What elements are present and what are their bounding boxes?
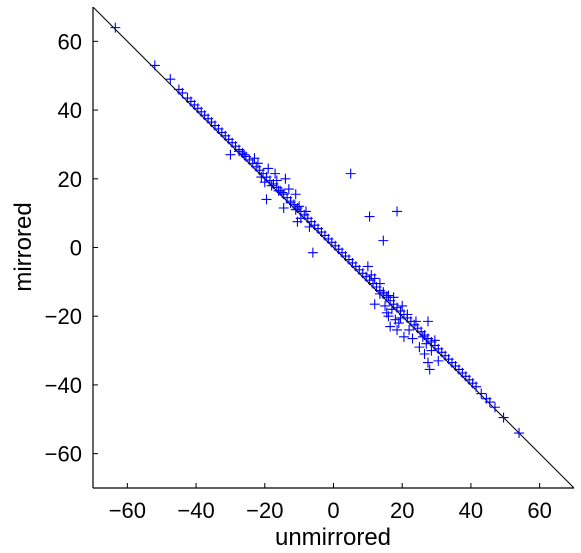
data-point (249, 153, 260, 164)
data-point (165, 74, 176, 85)
data-point (383, 290, 394, 301)
y-tick-label: −60 (45, 442, 82, 467)
x-tick-label: −60 (109, 498, 146, 523)
data-point (395, 312, 406, 323)
y-tick-label: 60 (58, 29, 82, 54)
data-point (386, 304, 397, 315)
axes (92, 7, 574, 489)
y-tick-label: 40 (58, 98, 82, 123)
y-tick-label: 0 (70, 236, 82, 261)
data-point (433, 355, 444, 366)
data-point (388, 292, 399, 303)
data-point (225, 149, 236, 160)
data-point (270, 168, 281, 179)
x-tick-label: 40 (459, 498, 483, 523)
data-point (429, 335, 440, 346)
data-point (301, 206, 312, 217)
data-point (476, 388, 487, 399)
data-point (234, 146, 245, 157)
data-point (273, 185, 284, 196)
data-point (514, 428, 525, 439)
data-point (177, 87, 188, 98)
data-point (261, 194, 272, 205)
data-point (380, 300, 391, 311)
data-point (271, 175, 282, 186)
data-point (498, 412, 509, 423)
x-tick-labels: −60 −40 −20 0 20 40 60 (109, 498, 552, 523)
data-point (419, 349, 430, 360)
data-point (397, 300, 408, 311)
reference-line (93, 7, 574, 488)
x-tick-label: 0 (327, 498, 339, 523)
data-point (280, 173, 291, 184)
data-point (278, 202, 289, 213)
data-point (292, 216, 303, 227)
data-point (110, 22, 121, 33)
data-point (471, 381, 482, 392)
data-point (385, 321, 396, 332)
y-axis-label: mirrored (10, 202, 37, 291)
y-tick-label: −20 (45, 304, 82, 329)
data-point (369, 299, 380, 310)
data-point (414, 342, 425, 353)
data-point (407, 333, 418, 344)
data-point (489, 402, 500, 413)
data-point (285, 197, 296, 208)
data-point (422, 316, 433, 327)
x-tick-label: 60 (527, 498, 551, 523)
data-point (256, 172, 267, 183)
data-point (307, 247, 318, 258)
data-point (426, 345, 437, 356)
data-point (364, 211, 375, 222)
data-point (266, 180, 277, 191)
data-point (421, 338, 432, 349)
data-point (252, 158, 263, 169)
data-point (392, 324, 403, 335)
data-point (484, 397, 495, 408)
data-point (383, 311, 394, 322)
data-point (392, 206, 403, 217)
data-point (259, 177, 270, 188)
data-point (378, 235, 389, 246)
x-tick-label: 20 (390, 498, 414, 523)
data-point (393, 318, 404, 329)
data-point (290, 204, 301, 215)
data-point (410, 316, 421, 327)
data-point (374, 288, 385, 299)
y-tick-label: 20 (58, 167, 82, 192)
data-point (398, 331, 409, 342)
y-tick-label: −40 (45, 373, 82, 398)
data-point (374, 278, 385, 289)
x-axis-label: unmirrored (275, 524, 391, 551)
data-point (283, 184, 294, 195)
data-point (417, 331, 428, 342)
data-points (110, 22, 525, 439)
data-point (402, 309, 413, 320)
data-point (404, 324, 415, 335)
data-point (304, 221, 315, 232)
data-point (362, 261, 373, 272)
x-tick-label: −40 (177, 498, 214, 523)
x-tick-label: −20 (246, 498, 283, 523)
reference-line-layer (93, 7, 574, 488)
y-tick-labels: −60 −40 −20 0 20 40 60 (45, 29, 82, 466)
data-point (239, 149, 250, 160)
data-point (369, 273, 380, 284)
data-point (149, 60, 160, 71)
data-point (263, 163, 274, 174)
data-point (424, 364, 435, 375)
data-point (345, 168, 356, 179)
data-point (422, 357, 433, 368)
data-point (290, 189, 301, 200)
